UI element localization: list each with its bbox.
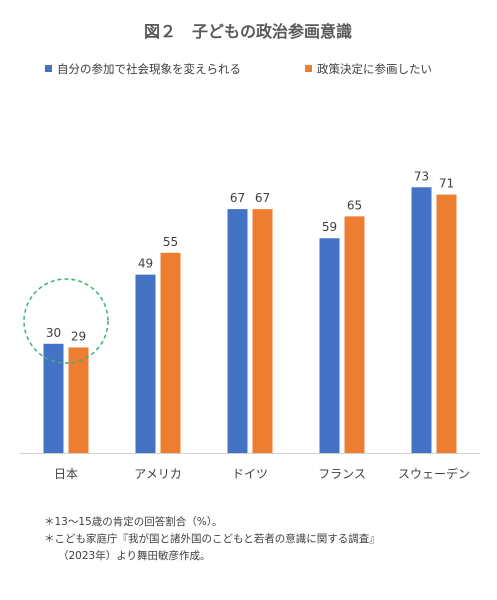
x-tick-label-5: スウェーデン (398, 466, 470, 481)
data-label-2-1: 29 (71, 329, 86, 343)
bar-2-5 (436, 194, 457, 453)
footnotes: ＊13〜15歳の肯定の回答割合（%）。 ＊こども家庭庁『我が国と諸外国のこどもと… (44, 514, 380, 565)
data-label-1-2: 49 (138, 257, 153, 271)
bar-1-5 (411, 187, 432, 453)
data-label-2-5: 71 (439, 177, 454, 191)
data-label-1-5: 73 (414, 169, 429, 183)
data-label-1-3: 67 (230, 191, 245, 205)
bar-2-3 (252, 209, 273, 453)
chart-title: 図２ 子どもの政治参画意識 (144, 22, 352, 41)
bar-1-1 (43, 343, 64, 453)
legend-swatch-2 (305, 65, 312, 72)
footnote-line-2: ＊こども家庭庁『我が国と諸外国のこどもと若者の意識に関する調査』 (44, 533, 380, 545)
legend-swatch-1 (45, 65, 52, 72)
data-label-1-1: 30 (46, 326, 61, 340)
x-tick-labels: 日本 アメリカ ドイツ フランス スウェーデン (54, 466, 470, 481)
bar-1-3 (227, 209, 248, 453)
x-tick-label-2: アメリカ (134, 467, 181, 481)
x-tick-label-3: ドイツ (232, 467, 268, 481)
legend-label-2: 政策決定に参画したい (317, 62, 432, 76)
bars-group (43, 187, 457, 453)
data-label-2-2: 55 (163, 235, 178, 249)
bar-1-2 (135, 274, 156, 453)
legend-label-1: 自分の参加で社会現象を変えられる (57, 62, 241, 76)
bar-2-1 (68, 347, 89, 453)
highlight-circle (23, 278, 109, 364)
footnote-line-1: ＊13〜15歳の肯定の回答割合（%）。 (44, 516, 223, 528)
data-label-2-3: 67 (255, 191, 270, 205)
chart-legend: 自分の参加で社会現象を変えられる 政策決定に参画したい (45, 62, 432, 76)
data-labels-group: 30 29 49 55 67 67 59 65 73 71 (46, 169, 454, 343)
data-label-1-4: 59 (322, 220, 337, 234)
bar-2-2 (160, 252, 181, 453)
x-tick-label-1: 日本 (54, 467, 78, 481)
data-label-2-4: 65 (347, 198, 362, 212)
x-tick-label-4: フランス (318, 467, 366, 481)
bar-1-4 (319, 238, 340, 453)
footnote-line-3: （2023年）より舞田敏彦作成。 (58, 550, 211, 562)
bar-2-4 (344, 216, 365, 453)
